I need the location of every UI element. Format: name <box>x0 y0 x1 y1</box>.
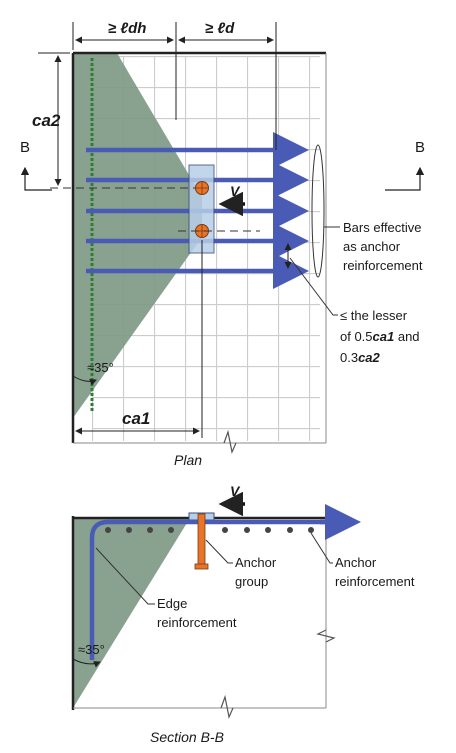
section-anchor-bar <box>89 519 338 660</box>
plan-break-symbol <box>223 429 237 454</box>
plan-leader-spacing <box>289 257 338 316</box>
section-break-symbol-right <box>316 629 336 643</box>
section-break-symbol <box>220 694 234 719</box>
plan-ca1-label: ca1 <box>122 409 150 428</box>
plan-section-mark-right-label: B <box>415 139 425 156</box>
plan-spacing-2-var: ca1 <box>373 329 395 344</box>
section-bar-dot <box>265 527 271 533</box>
plan-section-mark-right <box>385 166 425 191</box>
section-load-label: V <box>230 483 241 499</box>
plan-spacing-3-prefix: 0.3 <box>340 350 358 365</box>
plan-load-label: V <box>230 183 241 199</box>
plan-dim-ld-label: ≥ ℓd <box>205 20 235 37</box>
section-bar-dot <box>147 527 153 533</box>
section-leader-edge-reinf <box>95 547 155 605</box>
plan-angle-label: ≈35° <box>87 360 114 375</box>
plan-bars-effective-1: Bars effective <box>343 220 422 235</box>
section-bar-dot <box>168 527 174 533</box>
section-caption: Section B-B <box>150 729 224 745</box>
plan-spacing-2-prefix: of 0.5 <box>340 329 373 344</box>
plan-bars-effective-3: reinforcement <box>343 258 423 273</box>
section-bar-dot <box>308 527 314 533</box>
plan-angle-arc <box>72 375 97 386</box>
plan-view: V ≥ ℓdh ≥ ℓd ca2 ca1 ≈35° B B Bars effec… <box>20 20 425 468</box>
plan-bars-effective-2: as anchor <box>343 239 401 254</box>
plan-section-mark-left <box>20 166 52 191</box>
section-anchor-group-2: group <box>235 574 268 589</box>
section-edge-reinf-2: reinforcement <box>157 615 237 630</box>
plan-caption: Plan <box>174 452 202 468</box>
section-bar-dot <box>287 527 293 533</box>
section-angle-label: ≈35° <box>78 642 105 657</box>
section-anchor-reinf-2: reinforcement <box>335 574 415 589</box>
plan-section-mark-left-label: B <box>20 139 30 156</box>
section-bar-dot <box>105 527 111 533</box>
section-bar-dot <box>244 527 250 533</box>
plan-spacing-1: ≤ the lesser <box>340 308 408 323</box>
plan-spacing-2-suffix: and <box>394 329 419 344</box>
section-leader-anchor-group <box>205 539 233 564</box>
section-anchor-group-1: Anchor <box>235 555 277 570</box>
plan-base-plate <box>188 164 215 254</box>
section-edge-reinf-1: Edge <box>157 596 187 611</box>
plan-ca2-label: ca2 <box>32 111 61 130</box>
plan-spacing-2: of 0.5ca1 and <box>340 329 420 344</box>
section-anchor-bolt <box>197 513 206 569</box>
section-bar-dots <box>105 527 314 533</box>
section-angle-arc <box>72 658 101 668</box>
section-bar-dot <box>126 527 132 533</box>
section-bar-dot <box>222 527 228 533</box>
plan-dim-ldh-label: ≥ ℓdh <box>108 20 146 37</box>
section-breakout-cone <box>73 518 190 708</box>
plan-spacing-3-var: ca2 <box>358 350 380 365</box>
plan-breakout-cone <box>73 53 202 418</box>
section-anchor-reinf-1: Anchor <box>335 555 377 570</box>
section-anchor-bolt-head <box>194 563 209 570</box>
section-leader-anchor-reinf <box>310 532 333 564</box>
plan-bar-group-ellipse <box>311 144 325 278</box>
plan-spacing-3: 0.3ca2 <box>340 350 381 365</box>
section-view: V ≈35° Anchor group Anchor reinforcement… <box>71 483 415 745</box>
